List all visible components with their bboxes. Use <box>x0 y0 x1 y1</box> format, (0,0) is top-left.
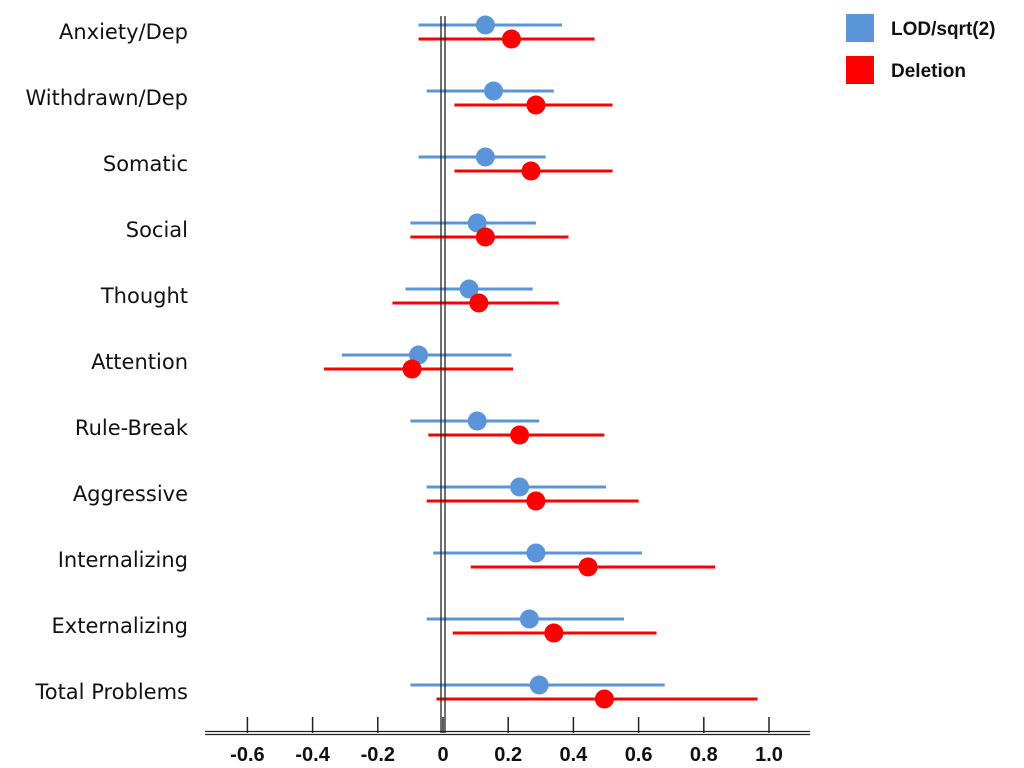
deletion-point-4 <box>469 293 489 313</box>
deletion-legend-swatch <box>846 56 874 84</box>
deletion-point-9 <box>544 623 564 643</box>
deletion-point-0 <box>501 29 521 49</box>
category-label: Externalizing <box>52 614 188 638</box>
category-label: Withdrawn/Dep <box>26 86 189 110</box>
x-tick-label: 0.2 <box>494 744 522 766</box>
lod-point-8 <box>526 543 546 563</box>
category-label: Aggressive <box>73 482 188 506</box>
lod-point-9 <box>519 609 539 629</box>
lod-legend-label: LOD/sqrt(2) <box>891 19 996 40</box>
x-tick-label: -0.6 <box>230 744 264 766</box>
category-label: Somatic <box>103 152 188 176</box>
x-tick-label: -0.4 <box>295 744 330 766</box>
lod-point-10 <box>529 675 549 695</box>
confidence-intervals <box>324 23 758 701</box>
lod-point-6 <box>467 411 487 431</box>
lod-point-2 <box>475 147 495 167</box>
category-label: Social <box>126 218 188 242</box>
deletion-point-3 <box>475 227 495 247</box>
deletion-legend-label: Deletion <box>891 61 966 82</box>
x-axis: -0.6 -0.4 -0.2 0 0.2 0.4 0.6 0.8 1.0 <box>205 717 810 766</box>
category-label: Anxiety/Dep <box>59 20 188 44</box>
x-tick-label: 0.4 <box>559 744 588 766</box>
lod-point-0 <box>475 15 495 35</box>
deletion-point-7 <box>526 491 546 511</box>
zero-reference-line <box>440 16 446 733</box>
category-label: Thought <box>100 284 188 308</box>
lod-point-4 <box>459 279 479 299</box>
lod-point-1 <box>484 81 504 101</box>
lod-legend-swatch <box>846 14 874 42</box>
x-tick-label: 0.6 <box>625 744 653 766</box>
lod-point-7 <box>510 477 530 497</box>
category-label: Rule-Break <box>75 416 189 440</box>
point-estimates <box>402 15 614 709</box>
deletion-point-6 <box>510 425 530 445</box>
lod-point-3 <box>467 213 487 233</box>
category-label: Total Problems <box>34 680 188 704</box>
deletion-point-2 <box>521 161 541 181</box>
x-tick-label: 0 <box>437 744 448 766</box>
category-labels: Anxiety/Dep Withdrawn/Dep Somatic Social Tho… <box>26 20 189 704</box>
legend: LOD/sqrt(2) Deletion <box>846 14 996 84</box>
category-label: Attention <box>91 350 188 374</box>
deletion-point-1 <box>526 95 546 115</box>
x-tick-label: 1.0 <box>755 744 783 766</box>
x-tick-label: 0.8 <box>690 744 718 766</box>
x-tick-label: -0.2 <box>361 744 395 766</box>
deletion-point-5 <box>402 359 422 379</box>
deletion-point-8 <box>578 557 598 577</box>
deletion-point-10 <box>594 689 614 709</box>
category-label: Internalizing <box>58 548 188 572</box>
